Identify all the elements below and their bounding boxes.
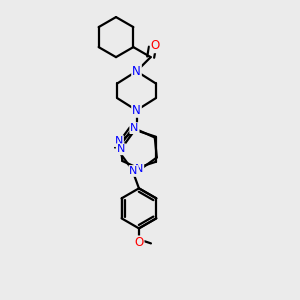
Text: N: N (135, 164, 143, 174)
Text: N: N (132, 104, 141, 117)
Text: N: N (129, 166, 138, 176)
Text: N: N (132, 65, 141, 78)
Text: N: N (130, 123, 139, 133)
Text: N: N (115, 136, 123, 146)
Text: O: O (134, 236, 144, 249)
Text: N: N (117, 144, 125, 154)
Text: O: O (151, 39, 160, 52)
